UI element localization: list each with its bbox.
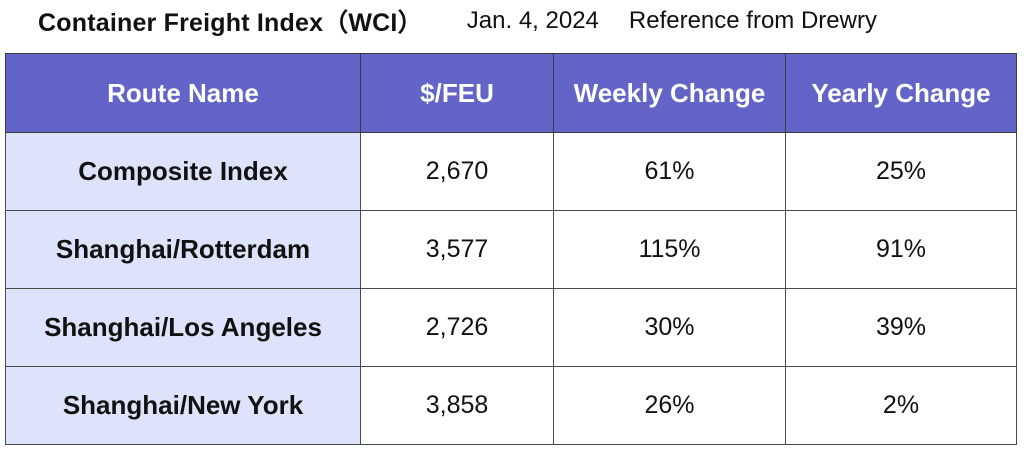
- yearly-change-cell: 39%: [785, 288, 1017, 367]
- price-cell: 3,858: [360, 366, 554, 445]
- price-cell: 2,670: [360, 132, 554, 211]
- route-name-cell: Composite Index: [5, 132, 361, 211]
- route-name-cell: Shanghai/New York: [5, 366, 361, 445]
- column-header-price-per-feu: $/FEU: [360, 53, 554, 133]
- route-name-cell: Shanghai/Rotterdam: [5, 210, 361, 289]
- report-date: Jan. 4, 2024: [466, 7, 599, 34]
- route-name-cell: Shanghai/Los Angeles: [5, 288, 361, 367]
- table-row: Shanghai/Los Angeles 2,726 30% 39%: [5, 288, 1017, 367]
- table-row: Shanghai/New York 3,858 26% 2%: [5, 366, 1017, 445]
- column-header-yearly-change: Yearly Change: [785, 53, 1017, 133]
- weekly-change-cell: 115%: [553, 210, 786, 289]
- yearly-change-cell: 25%: [785, 132, 1017, 211]
- price-cell: 3,577: [360, 210, 554, 289]
- chart-title: Container Freight Index（WCI）: [38, 9, 423, 37]
- yearly-change-cell: 2%: [785, 366, 1017, 445]
- data-source: Reference from Drewry: [628, 7, 877, 34]
- yearly-change-cell: 91%: [785, 210, 1017, 289]
- table-header-row: Route Name $/FEU Weekly Change Yearly Ch…: [5, 53, 1017, 133]
- weekly-change-cell: 30%: [553, 288, 786, 367]
- price-cell: 2,726: [360, 288, 554, 367]
- weekly-change-cell: 61%: [553, 132, 786, 211]
- table-row: Composite Index 2,670 61% 25%: [5, 132, 1017, 211]
- column-header-weekly-change: Weekly Change: [553, 53, 786, 133]
- column-header-route-name: Route Name: [5, 53, 361, 133]
- weekly-change-cell: 26%: [553, 366, 786, 445]
- chart-header: Container Freight Index（WCI） Jan. 4, 202…: [38, 0, 1018, 42]
- freight-index-table: Route Name $/FEU Weekly Change Yearly Ch…: [5, 53, 1017, 445]
- table-row: Shanghai/Rotterdam 3,577 115% 91%: [5, 210, 1017, 289]
